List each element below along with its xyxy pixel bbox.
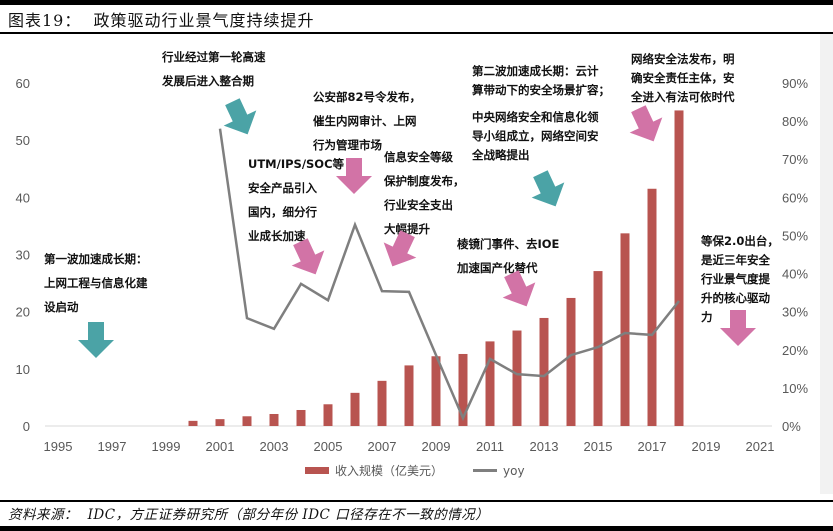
annotation-mps82: 公安部82号令发布， 催生内网审计、上网 行为管理市场 (313, 90, 422, 152)
x-tick: 2003 (260, 439, 289, 454)
legend-line-label: yoy (503, 463, 525, 478)
chart-edge (820, 34, 833, 494)
revenue-bar (296, 409, 306, 426)
revenue-bar (458, 353, 468, 426)
combo-chart: 0 10 20 30 40 50 60 0% 10% 20% 30% 40% 50% 60% 70% 80% 9… (16, 76, 809, 454)
down-arrow-icon (78, 322, 114, 358)
down-arrow-icon (629, 105, 663, 142)
x-tick: 2007 (368, 439, 397, 454)
x-tick: 2001 (206, 439, 235, 454)
revenue-bar (566, 297, 576, 426)
x-tick: 1997 (98, 439, 127, 454)
revenue-bar (350, 392, 360, 426)
revenue-bar (188, 420, 198, 426)
y-right-tick: 60% (782, 190, 808, 205)
annotation-dengbao: 信息安全等级 保护制度发布， 行业安全支出 大幅提升 (384, 150, 465, 236)
y-right-tick: 50% (782, 228, 808, 243)
revenue-bar (404, 365, 414, 426)
down-arrow-icon (720, 310, 756, 346)
revenue-bar (215, 419, 225, 426)
legend-bar-swatch (305, 467, 329, 474)
revenue-bar (512, 330, 522, 426)
x-tick: 1995 (44, 439, 73, 454)
annotation-cac: 中央网络安全和信息化领 导小组成立，网络空间安 全战略提出 (472, 110, 599, 162)
annotation-wave1: 第一波加速成长期： 上网工程与信息化建 设启动 (44, 252, 148, 314)
x-tick: 2017 (638, 439, 667, 454)
chart-area: 0 10 20 30 40 50 60 0% 10% 20% 30% 40% 50% 60% 70% 80% 9… (0, 34, 820, 494)
x-tick: 2021 (746, 439, 775, 454)
source-divider (0, 500, 833, 502)
down-arrow-icon (502, 270, 536, 307)
x-tick: 2013 (530, 439, 559, 454)
revenue-bar (323, 404, 333, 426)
legend-bar-label: 收入规模（亿美元） (335, 464, 444, 478)
down-arrow-icon (383, 230, 417, 267)
x-tick: 2009 (422, 439, 451, 454)
revenue-bar (674, 110, 684, 426)
legend-line-swatch (473, 469, 498, 472)
top-border (0, 0, 833, 5)
y-left-tick: 60 (16, 76, 30, 91)
x-tick: 2015 (584, 439, 613, 454)
revenue-bar (593, 271, 603, 426)
y-right-tick: 10% (782, 381, 808, 396)
y-left-tick: 50 (16, 133, 30, 148)
y-right-tick: 20% (782, 343, 808, 358)
down-arrow-icon (531, 170, 565, 207)
down-arrow-icon (336, 158, 372, 194)
y-right-tick: 40% (782, 267, 808, 282)
y-right-tick: 0% (782, 419, 801, 434)
y-right-tick: 30% (782, 305, 808, 320)
annotation-utm: UTM/IPS/SOC等 安全产品引入 国内，细分行 业成长加速 (248, 157, 345, 243)
annotation-dengbao2: 等保2.0出台， 是近三年安全 行业景气度提 升的核心驱动 力 (701, 234, 779, 324)
x-tick: 2019 (692, 439, 721, 454)
y-right-tick: 90% (782, 76, 808, 91)
bottom-border (0, 526, 833, 531)
revenue-bar (269, 413, 279, 426)
annotation-consolidation: 行业经过第一轮高速 发展后进入整合期 (162, 50, 266, 88)
x-tick: 2011 (476, 439, 504, 454)
x-tick: 2005 (314, 439, 343, 454)
title-divider (0, 32, 833, 34)
revenue-bar (647, 188, 657, 426)
x-tick: 1999 (152, 439, 181, 454)
annotation-wave2: 第二波加速成长期：云计 算带动下的安全场景扩容； (472, 64, 610, 97)
y-right-tick: 70% (782, 152, 808, 167)
figure-title: 图表19： 政策驱动行业景气度持续提升 (8, 11, 315, 30)
revenue-bar (242, 416, 252, 426)
source-note: 资料来源： IDC，方正证券研究所（部分年份 IDC 口径存在不一致的情况） (8, 507, 490, 523)
annotation-cslaw: 网络安全法发布，明 确安全责任主体，安 全进入有法可依时代 (631, 52, 735, 104)
revenue-bar (620, 233, 630, 426)
down-arrow-icon (223, 98, 257, 135)
yoy-line (218, 128, 680, 422)
y-right-tick: 80% (782, 114, 808, 129)
y-left-tick: 0 (23, 419, 30, 434)
revenue-bar (485, 341, 495, 426)
y-left-tick: 40 (16, 190, 30, 205)
y-left-tick: 10 (16, 362, 30, 377)
revenue-bar (539, 317, 549, 426)
revenue-bar (377, 380, 387, 426)
chart-legend: 收入规模（亿美元） yoy (305, 462, 525, 479)
y-left-tick: 30 (16, 248, 30, 263)
y-left-tick: 20 (16, 305, 30, 320)
down-arrow-icon (291, 238, 325, 275)
revenue-bar (431, 356, 441, 426)
